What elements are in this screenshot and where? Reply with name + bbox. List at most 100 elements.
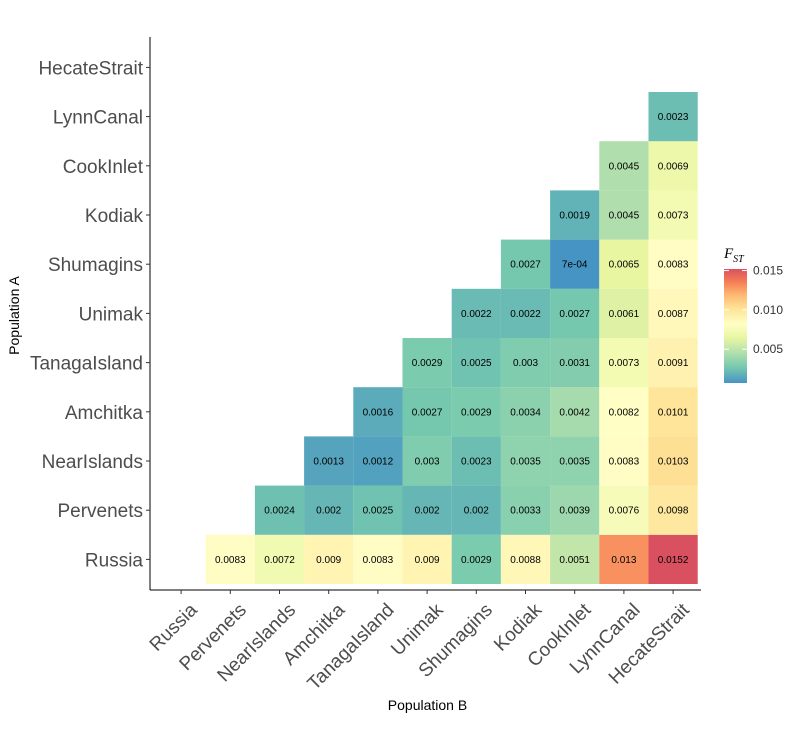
heatmap-cell-NearIslands-Shumagins	[451, 436, 501, 486]
cell-value-label: 0.0035	[559, 457, 590, 468]
heatmap-cell-Amchitka-Kodiak	[500, 387, 551, 437]
heatmap-cell-Pervenets-HecateStrait	[648, 485, 698, 535]
cell-value-label: 0.0083	[215, 555, 246, 566]
heatmap-cell-Russia-TanagaIsland	[353, 534, 403, 584]
heatmap-cell-Unimak-LynnCanal	[599, 288, 649, 338]
cell-value-label: 0.0042	[559, 407, 590, 418]
heatmap-cell-Kodiak-LynnCanal	[599, 190, 649, 240]
heatmap-cell-NearIslands-Amchitka	[304, 436, 354, 486]
cell-value-label: 0.0034	[510, 407, 541, 418]
cell-value-label: 0.0103	[658, 457, 689, 468]
cell-value-label: 0.0031	[559, 358, 590, 369]
cell-value-label: 0.0065	[609, 260, 640, 271]
heatmap-cell-Shumagins-CookInlet	[550, 239, 600, 289]
heatmap-cell-Kodiak-CookInlet	[550, 190, 600, 240]
heatmap-cell-NearIslands-TanagaIsland	[353, 436, 403, 486]
legend-title: FST	[723, 246, 745, 265]
heatmap-cell-Shumagins-Kodiak	[500, 239, 551, 289]
heatmap-cell-Amchitka-LynnCanal	[599, 387, 649, 437]
cell-value-label: 0.0072	[264, 555, 295, 566]
cell-value-label: 0.0023	[461, 457, 492, 468]
cell-value-label: 0.0027	[412, 407, 443, 418]
cell-value-label: 7e-04	[562, 260, 588, 271]
cell-value-label: 0.003	[513, 358, 538, 369]
heatmap-cell-Russia-LynnCanal	[599, 534, 649, 584]
heatmap-cell-Russia-Unimak	[402, 534, 452, 584]
y-tick-label: Amchitka	[65, 403, 144, 424]
cell-value-label: 0.009	[316, 555, 341, 566]
cell-value-label: 0.0098	[658, 506, 689, 517]
y-tick-label: HecateStrait	[38, 58, 143, 79]
heatmap-cell-Russia-CookInlet	[550, 534, 600, 584]
cell-value-label: 0.0027	[510, 260, 541, 271]
heatmap-cell-TanagaIsland-LynnCanal	[599, 338, 649, 388]
heatmap-cell-TanagaIsland-Unimak	[402, 338, 452, 388]
y-axis-title: Population A	[6, 276, 22, 355]
cell-value-label: 0.0022	[461, 309, 492, 320]
cell-value-label: 0.0073	[609, 358, 640, 369]
legend-tick-label: 0.015	[753, 264, 783, 278]
heatmap-cell-Unimak-HecateStrait	[648, 288, 698, 338]
cell-value-label: 0.013	[611, 555, 636, 566]
y-tick-label: TanagaIsland	[30, 354, 143, 375]
cell-value-label: 0.009	[415, 555, 440, 566]
heatmap-cell-Shumagins-LynnCanal	[599, 239, 649, 289]
heatmap-cell-Russia-Amchitka	[304, 534, 354, 584]
heatmap-cell-Russia-HecateStrait	[648, 534, 698, 584]
cell-value-label: 0.0091	[658, 358, 689, 369]
cell-value-label: 0.0069	[658, 161, 689, 172]
heatmap-cell-Unimak-CookInlet	[550, 288, 600, 338]
heatmap-cell-Shumagins-HecateStrait	[648, 239, 698, 289]
heatmap-cell-LynnCanal-HecateStrait	[648, 92, 698, 142]
heatmap-cell-Russia-NearIslands	[254, 534, 305, 584]
heatmap-cell-Pervenets-TanagaIsland	[353, 485, 403, 535]
cell-value-label: 0.0029	[412, 358, 443, 369]
heatmap-cell-Amchitka-CookInlet	[550, 387, 600, 437]
cell-value-label: 0.0045	[609, 211, 640, 222]
cell-value-label: 0.0039	[559, 506, 590, 517]
heatmap-cell-NearIslands-CookInlet	[550, 436, 600, 486]
heatmap-cells	[205, 92, 698, 584]
heatmap-cell-NearIslands-HecateStrait	[648, 436, 698, 486]
cell-value-label: 0.0088	[510, 555, 541, 566]
legend-tick-label: 0.005	[753, 342, 783, 356]
cell-value-label: 0.0025	[461, 358, 492, 369]
heatmap-cell-Pervenets-Shumagins	[451, 485, 501, 535]
y-tick-label: Pervenets	[57, 501, 143, 522]
heatmap-cell-Amchitka-Shumagins	[451, 387, 501, 437]
heatmap-cell-Pervenets-CookInlet	[550, 485, 600, 535]
cell-value-label: 0.0061	[609, 309, 640, 320]
heatmap-cell-Pervenets-LynnCanal	[599, 485, 649, 535]
x-axis-ticks: RussiaPervenetsNearIslandsAmchitkaTanaga…	[146, 590, 694, 695]
heatmap-cell-Russia-Shumagins	[451, 534, 501, 584]
cell-value-label: 0.0076	[609, 506, 640, 517]
legend-ticks: 0.005 0.010 0.015	[724, 264, 783, 356]
cell-value-label: 0.0012	[363, 457, 394, 468]
cell-value-label: 0.0083	[658, 260, 689, 271]
cell-value-label: 0.0152	[658, 555, 689, 566]
cell-value-label: 0.0083	[609, 457, 640, 468]
heatmap-cell-NearIslands-Unimak	[402, 436, 452, 486]
heatmap-cell-TanagaIsland-CookInlet	[550, 338, 600, 388]
cell-value-label: 0.003	[415, 457, 440, 468]
cell-value-label: 0.002	[464, 506, 489, 517]
cell-value-label: 0.0029	[461, 555, 492, 566]
cell-value-label: 0.0025	[363, 506, 394, 517]
heatmap-cell-CookInlet-LynnCanal	[599, 141, 649, 191]
heatmap-cell-Amchitka-TanagaIsland	[353, 387, 403, 437]
heatmap-cell-Pervenets-Kodiak	[500, 485, 551, 535]
cell-value-label: 0.002	[316, 506, 341, 517]
cell-value-label: 0.0027	[559, 309, 590, 320]
heatmap-cell-Pervenets-NearIslands	[254, 485, 305, 535]
cell-value-label: 0.0029	[461, 407, 492, 418]
cell-value-label: 0.0087	[658, 309, 689, 320]
cell-value-label: 0.0013	[313, 457, 344, 468]
heatmap-cell-NearIslands-Kodiak	[500, 436, 551, 486]
y-tick-label: Russia	[85, 550, 144, 571]
cell-value-label: 0.0016	[363, 407, 394, 418]
heatmap-cell-Pervenets-Unimak	[402, 485, 452, 535]
heatmap-cell-Russia-Pervenets	[205, 534, 255, 584]
heatmap-cell-TanagaIsland-HecateStrait	[648, 338, 698, 388]
heatmap-cell-labels: 0.0083 0.0072 0.009 0.0083 0.009 0.0029 0.0088…	[215, 112, 689, 566]
y-tick-label: CookInlet	[63, 157, 144, 178]
